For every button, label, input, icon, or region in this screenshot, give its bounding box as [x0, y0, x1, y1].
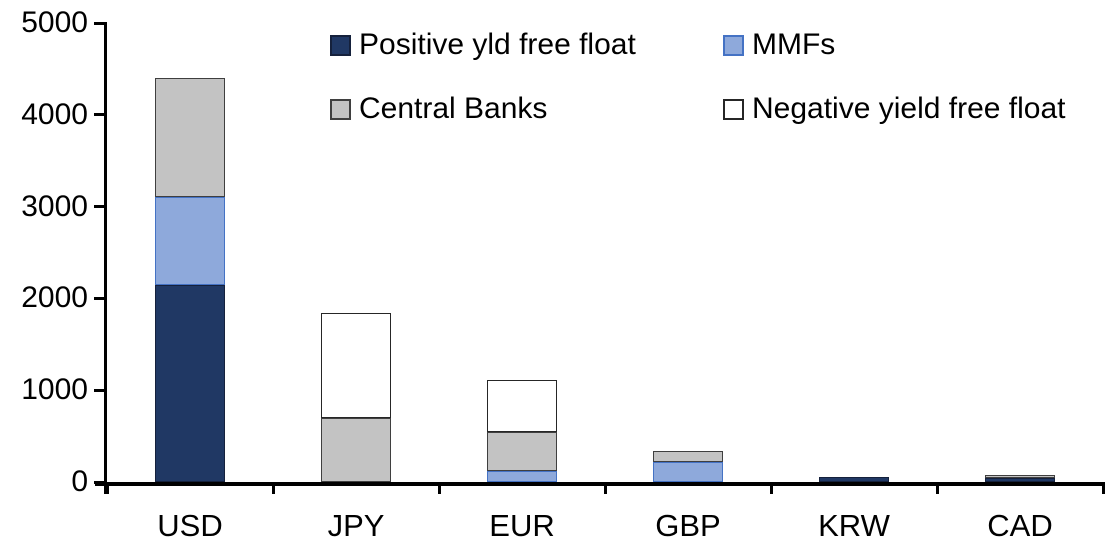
- bar-segment-usd-mmfs: [155, 197, 225, 285]
- y-tick-5000: [94, 21, 107, 25]
- y-tick-4000: [94, 113, 107, 117]
- x-tick-5: [935, 482, 939, 494]
- legend-item-positive-yld-free-float: Positive yld free float: [330, 27, 636, 63]
- legend-swatch-negative-yield-free-float: [723, 98, 744, 120]
- x-tick-3: [603, 482, 607, 494]
- x-tick-1: [271, 482, 275, 494]
- legend-label-mmfs: MMFs: [752, 28, 836, 61]
- category-label-jpy: JPY: [327, 508, 385, 543]
- bar-segment-usd-positive-yld-free-float: [155, 284, 225, 482]
- y-tick-label-0: 0: [71, 465, 88, 498]
- bar-segment-gbp-mmfs: [653, 461, 723, 482]
- y-tick-1000: [94, 388, 107, 392]
- category-label-gbp: GBP: [655, 508, 721, 543]
- y-axis-line: [104, 23, 107, 494]
- category-label-eur: EUR: [489, 508, 555, 543]
- legend-swatch-mmfs: [723, 34, 744, 56]
- y-tick-3000: [94, 205, 107, 209]
- y-tick-label-5000: 5000: [21, 6, 88, 39]
- y-tick-2000: [94, 296, 107, 300]
- y-tick-label-4000: 4000: [21, 97, 88, 131]
- legend-item-central-banks: Central Banks: [330, 91, 547, 127]
- legend-item-mmfs: MMFs: [723, 27, 835, 63]
- legend-label-negative-yield-free-float: Negative yield free float: [752, 92, 1066, 125]
- category-label-cad: CAD: [987, 508, 1053, 543]
- x-tick-6: [1101, 482, 1105, 494]
- legend-swatch-central-banks: [330, 98, 351, 120]
- x-axis-line: [95, 482, 1103, 486]
- legend-label-central-banks: Central Banks: [359, 92, 548, 125]
- bar-segment-cad-positive-yld-free-float: [985, 477, 1055, 482]
- x-tick-4: [769, 482, 773, 494]
- bar-segment-gbp-central-banks: [653, 450, 723, 462]
- bar-segment-cad-central-banks: [985, 475, 1055, 478]
- bar-segment-jpy-negative-yield-free-float: [321, 313, 391, 418]
- legend-item-negative-yield-free-float: Negative yield free float: [723, 91, 1066, 127]
- bar-segment-krw-positive-yld-free-float: [819, 477, 889, 482]
- y-tick-label-3000: 3000: [21, 189, 88, 223]
- category-label-krw: KRW: [818, 508, 890, 543]
- bar-segment-eur-mmfs: [487, 470, 557, 482]
- bar-segment-eur-negative-yield-free-float: [487, 380, 557, 432]
- legend-swatch-positive-yld-free-float: [330, 34, 351, 56]
- x-tick-2: [437, 482, 441, 494]
- bar-segment-usd-central-banks: [155, 78, 225, 198]
- y-tick-label-1000: 1000: [21, 373, 88, 407]
- legend-label-positive-yld-free-float: Positive yld free float: [359, 28, 636, 61]
- category-label-usd: USD: [157, 508, 223, 543]
- bar-segment-jpy-central-banks: [321, 417, 391, 482]
- y-tick-label-2000: 2000: [21, 281, 88, 315]
- x-tick-0: [105, 482, 109, 494]
- bar-segment-eur-central-banks: [487, 431, 557, 471]
